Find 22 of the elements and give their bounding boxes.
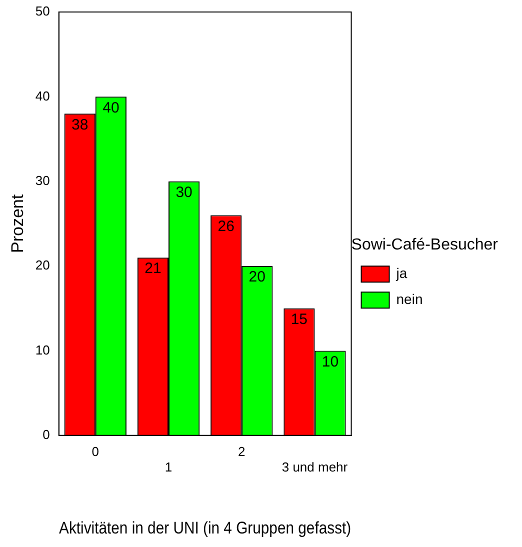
data-label: 21	[144, 260, 162, 278]
x-axis-title: Aktivitäten in der UNI (in 4 Gruppen gefasst)	[59, 520, 352, 538]
data-label: 10	[322, 353, 339, 370]
y-tick-label: 0	[42, 426, 50, 442]
data-label: 40	[102, 99, 120, 116]
x-tick-label: 2	[238, 444, 246, 459]
data-label: 15	[290, 311, 308, 328]
x-tick-label: 1	[164, 459, 172, 474]
legend-label: nein	[396, 290, 423, 307]
data-label: 20	[248, 268, 266, 286]
y-tick-label: 40	[35, 88, 50, 104]
data-label: 26	[218, 218, 234, 235]
data-label: 30	[176, 184, 192, 201]
y-tick-label: 20	[35, 258, 50, 273]
y-tick-label: 30	[35, 172, 50, 188]
x-tick-label: 3 und mehr	[282, 459, 348, 474]
data-label: 38	[72, 116, 88, 134]
legend-title: Sowi-Café-Besucher	[351, 236, 499, 254]
legend-label: ja	[395, 264, 408, 281]
y-axis-title: Prozent	[8, 194, 27, 253]
y-tick-label: 10	[35, 342, 50, 358]
y-tick-label: 50	[35, 4, 50, 19]
